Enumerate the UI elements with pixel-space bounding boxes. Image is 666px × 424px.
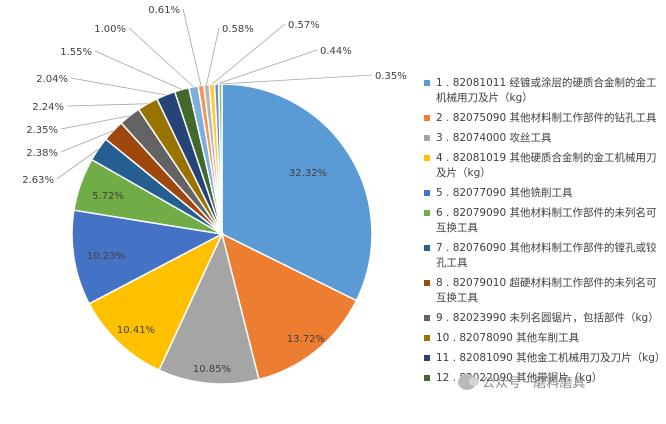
- leader-line: [60, 130, 114, 153]
- legend-item: 6 . 82079090 其他材料制工作部件的未列名可互换工具: [424, 206, 664, 236]
- leader-line: [216, 49, 318, 85]
- legend-item: 2 . 82075090 其他材料制工作部件的钻孔工具: [424, 111, 664, 126]
- pie-slice: [220, 232, 358, 381]
- data-label: 1.00%: [94, 24, 126, 35]
- legend-swatch: [424, 245, 430, 251]
- legend-swatch: [424, 135, 430, 141]
- legend-item: 5 . 82077090 其他铣削工具: [424, 186, 664, 201]
- legend-item: 10 . 82078090 其他车削工具: [424, 331, 664, 346]
- pie-slice: [221, 83, 373, 302]
- data-label: 2.38%: [26, 148, 58, 159]
- leader-line: [60, 115, 130, 130]
- legend-label: 7 . 82076090 其他材料制工作部件的镗孔或铰孔工具: [436, 242, 657, 269]
- legend-swatch: [424, 80, 430, 86]
- legend-swatch: [424, 155, 430, 161]
- legend-item: 4 . 82081019 其他硬质合金制的金工机械用刀及片（kg）: [424, 151, 664, 181]
- legend-item: 7 . 82076090 其他材料制工作部件的镗孔或铰孔工具: [424, 241, 664, 271]
- legend-item: 8 . 82079010 超硬材料制工作部件的未列名可互换工具: [424, 276, 664, 306]
- leader-line: [220, 74, 373, 85]
- data-label: 10.85%: [193, 364, 231, 375]
- leader-line: [56, 148, 99, 180]
- legend-swatch: [424, 375, 430, 381]
- leader-line: [66, 103, 148, 107]
- leader-line: [182, 8, 202, 86]
- leader-line: [94, 50, 182, 90]
- leader-line: [128, 27, 194, 88]
- data-label: 32.32%: [289, 168, 327, 179]
- leader-line: [206, 27, 220, 85]
- legend-label: 6 . 82079090 其他材料制工作部件的未列名可互换工具: [436, 207, 657, 234]
- leader-line: [70, 77, 166, 96]
- legend-label: 4 . 82081019 其他硬质合金制的金工机械用刀及片（kg）: [436, 152, 657, 179]
- data-label: 0.57%: [288, 20, 320, 31]
- legend-label: 8 . 82079010 超硬材料制工作部件的未列名可互换工具: [436, 277, 657, 304]
- legend-swatch: [424, 315, 430, 321]
- chart-legend: 1 . 82081011 经镀或涂层的硬质合金制的金工机械用刀及片（kg） 2 .…: [424, 76, 666, 391]
- wechat-icon: [458, 373, 479, 390]
- legend-label: 1 . 82081011 经镀或涂层的硬质合金制的金工机械用刀及片（kg）: [436, 77, 657, 104]
- legend-swatch: [424, 335, 430, 341]
- legend-item: 9 . 82023990 未列名圆锯片，包括部件（kg）: [424, 311, 664, 326]
- legend-swatch: [424, 210, 430, 216]
- pie-slice: [88, 232, 224, 372]
- leader-line: [211, 23, 286, 85]
- data-label: 2.04%: [36, 74, 68, 85]
- data-label: 5.72%: [92, 191, 124, 202]
- data-label: 0.35%: [375, 71, 407, 82]
- data-label: 0.58%: [222, 24, 254, 35]
- data-label: 10.23%: [87, 251, 125, 262]
- watermark: 公众号 · 磨料磨具: [458, 372, 585, 391]
- pie-slice: [158, 231, 260, 385]
- data-label: 2.35%: [26, 125, 58, 136]
- data-label: 10.41%: [117, 325, 155, 336]
- data-label: 0.44%: [320, 46, 352, 57]
- legend-label: 3 . 82074000 攻丝工具: [436, 132, 552, 144]
- legend-swatch: [424, 355, 430, 361]
- legend-item: 11 . 82081090 其他金工机械用刀及刀片（kg）: [424, 351, 666, 366]
- data-label: 13.72%: [287, 334, 325, 345]
- legend-label: 2 . 82075090 其他材料制工作部件的钻孔工具: [436, 112, 657, 124]
- data-label: 2.63%: [22, 175, 54, 186]
- legend-item: 3 . 82074000 攻丝工具: [424, 131, 664, 146]
- legend-label: 11 . 82081090 其他金工机械用刀及刀片（kg）: [436, 352, 666, 364]
- data-label: 1.55%: [60, 47, 92, 58]
- legend-swatch: [424, 115, 430, 121]
- pie-slice: [71, 209, 225, 305]
- legend-swatch: [424, 190, 430, 196]
- data-label: 2.24%: [32, 102, 64, 113]
- data-label: 0.61%: [148, 5, 180, 16]
- legend-item: 1 . 82081011 经镀或涂层的硬质合金制的金工机械用刀及片（kg）: [424, 76, 664, 106]
- watermark-text: 公众号 · 磨料磨具: [482, 376, 586, 391]
- legend-swatch: [424, 280, 430, 286]
- legend-label: 9 . 82023990 未列名圆锯片，包括部件（kg）: [436, 312, 659, 324]
- legend-label: 10 . 82078090 其他车削工具: [436, 332, 580, 344]
- legend-label: 5 . 82077090 其他铣削工具: [436, 187, 573, 199]
